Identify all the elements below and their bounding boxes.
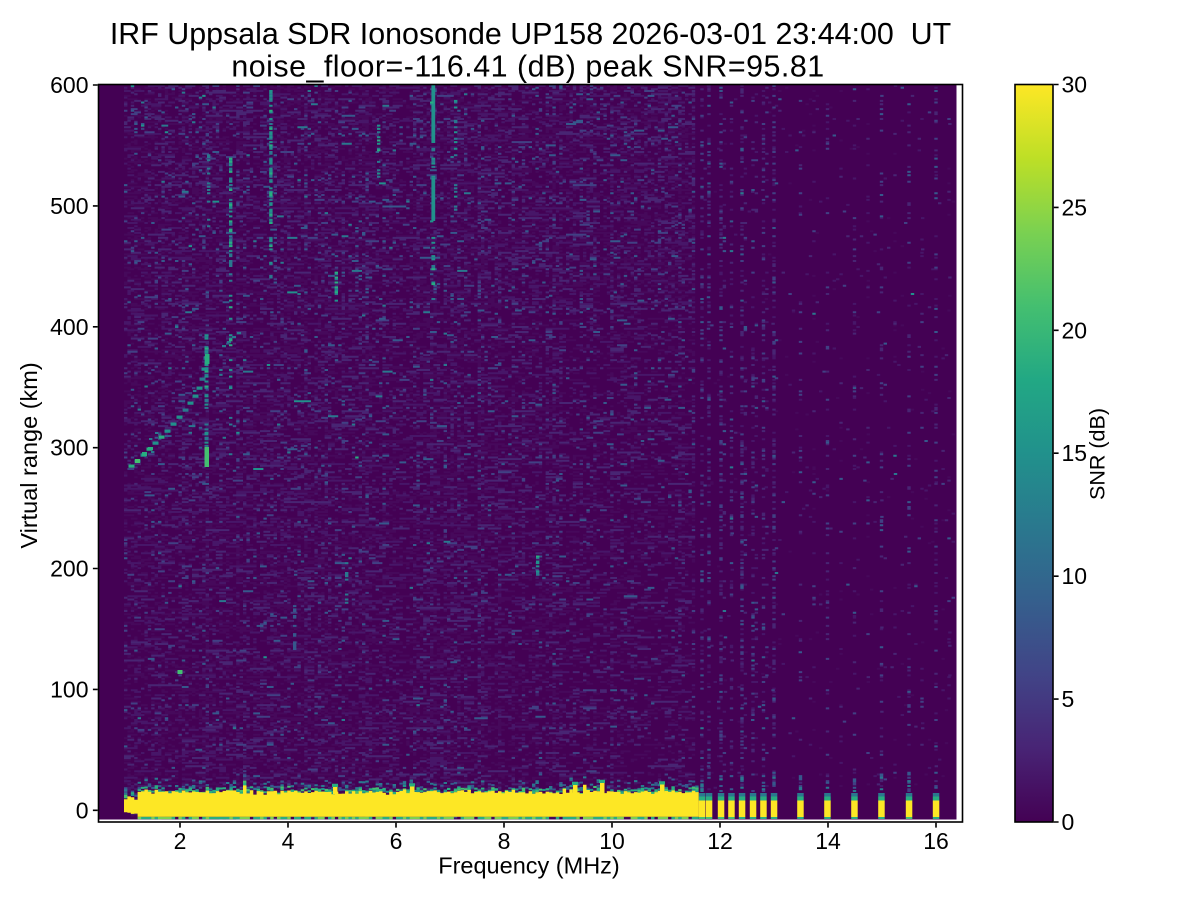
svg-text:12: 12 (707, 828, 733, 854)
svg-text:8: 8 (498, 828, 511, 854)
svg-text:Frequency (MHz): Frequency (MHz) (438, 853, 620, 879)
svg-text:300: 300 (50, 435, 88, 461)
svg-text:16: 16 (923, 828, 949, 854)
svg-text:25: 25 (1062, 194, 1088, 220)
svg-text:0: 0 (76, 797, 89, 823)
svg-text:400: 400 (50, 314, 88, 340)
svg-text:IRF Uppsala SDR Ionosonde UP15: IRF Uppsala SDR Ionosonde UP158 2026-03-… (110, 17, 951, 51)
svg-text:10: 10 (1062, 563, 1088, 589)
svg-text:600: 600 (50, 72, 88, 98)
svg-text:100: 100 (50, 676, 88, 702)
svg-text:6: 6 (390, 828, 403, 854)
svg-text:20: 20 (1062, 317, 1088, 343)
svg-text:2: 2 (174, 828, 187, 854)
svg-text:200: 200 (50, 556, 88, 582)
svg-text:15: 15 (1062, 440, 1088, 466)
svg-text:5: 5 (1062, 686, 1075, 712)
svg-text:noise_floor=-116.41 (dB) peak: noise_floor=-116.41 (dB) peak SNR=95.81 (231, 50, 824, 84)
svg-text:10: 10 (599, 828, 625, 854)
svg-text:500: 500 (50, 193, 88, 219)
svg-text:30: 30 (1062, 72, 1088, 98)
svg-text:4: 4 (282, 828, 295, 854)
svg-text:0: 0 (1062, 809, 1075, 835)
svg-text:SNR (dB): SNR (dB) (1086, 408, 1110, 500)
svg-text:14: 14 (815, 828, 841, 854)
svg-text:Virtual range (km): Virtual range (km) (16, 362, 42, 548)
